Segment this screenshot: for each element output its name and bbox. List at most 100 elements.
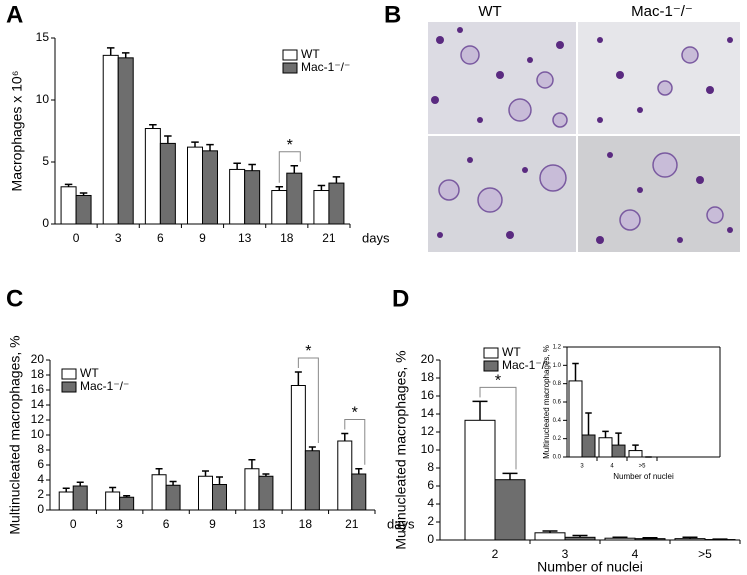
- x-tick-label: >5: [698, 547, 712, 561]
- micrograph-label: WT: [478, 3, 501, 20]
- y-axis-title: Multinucleated macrophages, %: [542, 345, 551, 459]
- annotation: *: [495, 373, 501, 390]
- error-bar: [642, 537, 658, 539]
- x-axis-title: days: [362, 230, 390, 245]
- error-bar: [615, 432, 622, 446]
- error-bar: [106, 47, 115, 56]
- legend-swatch: [483, 360, 499, 372]
- panel-label: C: [6, 285, 23, 312]
- error-bar: [332, 176, 341, 184]
- error-bar: [248, 163, 256, 171]
- legend-label: Mac-1⁻/⁻: [301, 60, 350, 74]
- x-axis-title: days: [387, 516, 415, 531]
- annotation: *: [305, 343, 311, 360]
- error-bar: [572, 534, 588, 538]
- x-axis-title: Number of nuclei: [537, 559, 643, 575]
- x-tick-label: 2: [492, 547, 499, 561]
- annotation: *: [287, 137, 293, 154]
- y-tick-label: 6: [37, 457, 44, 471]
- bar: [464, 419, 496, 541]
- error-bar: [121, 52, 130, 58]
- legend-swatch: [282, 62, 298, 74]
- annotation: *: [352, 405, 358, 422]
- y-tick-label: 10: [31, 427, 45, 441]
- bar: [229, 168, 246, 225]
- y-tick-label: 0.6: [553, 400, 562, 406]
- bar: [304, 450, 320, 511]
- bar: [351, 473, 367, 511]
- x-tick-label: 9: [199, 231, 206, 245]
- bar: [75, 194, 92, 225]
- y-tick-label: 6: [427, 478, 434, 492]
- bar: [604, 537, 636, 541]
- y-tick-label: 18: [421, 370, 435, 384]
- error-bar: [206, 143, 214, 151]
- y-tick-label: 0: [42, 216, 49, 230]
- y-tick-label: 5: [42, 154, 49, 168]
- y-tick-label: 4: [37, 472, 44, 486]
- y-tick-label: 2: [427, 514, 434, 528]
- x-tick-label: 3: [580, 464, 584, 470]
- significance-bracket: [344, 419, 366, 465]
- y-tick-label: 1.0: [553, 363, 562, 369]
- bar: [58, 491, 74, 511]
- bar: [634, 538, 666, 541]
- bar: [328, 182, 345, 225]
- bar: [494, 479, 526, 541]
- x-tick-label: 6: [157, 231, 164, 245]
- x-tick-label: 3: [562, 547, 569, 561]
- legend-swatch: [61, 368, 77, 380]
- y-tick-label: 0.4: [553, 418, 562, 424]
- bar: [105, 491, 121, 511]
- y-tick-label: 0.0: [553, 455, 562, 461]
- bar: [258, 475, 274, 511]
- error-bar: [64, 183, 73, 187]
- y-tick-label: 16: [31, 382, 45, 396]
- bar: [244, 170, 261, 225]
- error-bar: [76, 481, 84, 486]
- legend-label: WT: [301, 47, 320, 61]
- bar: [244, 468, 260, 511]
- legend-swatch: [483, 347, 499, 359]
- error-bar: [233, 162, 241, 170]
- y-tick-label: 15: [36, 30, 50, 44]
- bar: [290, 385, 306, 511]
- bar: [534, 532, 566, 541]
- x-axis-title: Number of nuclei: [613, 472, 674, 481]
- significance-bracket: [278, 151, 301, 183]
- bar: [102, 54, 119, 225]
- legend-swatch: [282, 49, 298, 61]
- y-axis-title: Multinucleated macrophages, %: [7, 335, 23, 534]
- y-tick-label: 10: [421, 442, 435, 456]
- y-tick-label: 0: [427, 532, 434, 546]
- x-tick-label: >5: [639, 464, 647, 470]
- bar: [144, 128, 161, 225]
- x-tick-label: 3: [115, 231, 122, 245]
- error-bar: [317, 184, 326, 191]
- y-tick-label: 10: [36, 92, 50, 106]
- x-tick-label: 9: [209, 517, 216, 531]
- significance-bracket: [297, 357, 319, 443]
- error-bar: [682, 536, 698, 539]
- bar: [581, 434, 596, 458]
- bar: [286, 172, 303, 225]
- error-bar: [290, 164, 299, 174]
- error-bar: [262, 473, 270, 477]
- y-tick-label: 12: [31, 412, 45, 426]
- x-tick-label: 4: [632, 547, 639, 561]
- y-tick-label: 12: [421, 424, 435, 438]
- error-bar: [502, 472, 518, 480]
- y-tick-label: 0: [37, 502, 44, 516]
- legend-swatch: [61, 381, 77, 393]
- error-bar: [472, 400, 488, 421]
- error-bar: [341, 432, 349, 441]
- panel-label: B: [384, 1, 401, 28]
- y-tick-label: 20: [421, 352, 435, 366]
- y-tick-label: 18: [31, 367, 45, 381]
- error-bar: [191, 141, 199, 148]
- error-bar: [216, 476, 223, 485]
- x-tick-label: 18: [299, 517, 313, 531]
- error-bar: [62, 487, 70, 492]
- x-tick-label: 4: [610, 464, 614, 470]
- y-tick-label: 8: [427, 460, 434, 474]
